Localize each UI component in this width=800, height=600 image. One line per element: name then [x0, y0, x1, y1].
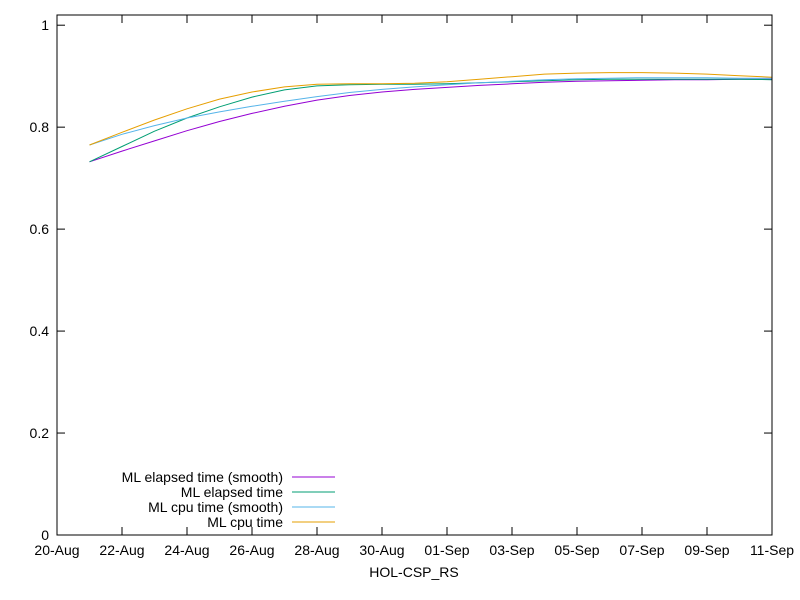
y-tick-label: 0.4	[30, 323, 50, 339]
legend-label-4: ML cpu time	[207, 514, 283, 530]
y-tick-label: 0	[41, 527, 49, 543]
y-tick-label: 1	[41, 17, 49, 33]
x-tick-label: 07-Sep	[619, 542, 664, 558]
x-tick-label: 30-Aug	[359, 542, 404, 558]
x-tick-label: 01-Sep	[424, 542, 469, 558]
series-line-4	[89, 72, 773, 146]
x-tick-label: 03-Sep	[489, 542, 534, 558]
x-axis-title: HOL-CSP_RS	[369, 564, 458, 580]
x-tick-label: 20-Aug	[34, 542, 79, 558]
legend: ML elapsed time (smooth)ML elapsed timeM…	[122, 469, 335, 530]
x-tick-label: 11-Sep	[750, 542, 794, 558]
axis-ticks: 0 0.2 0.4 0.6 0.8 1 20-Aug 22-Aug 24-Aug 26-Aug 28…	[30, 15, 794, 558]
x-tick-label: 28-Aug	[294, 542, 339, 558]
x-tick-label: 22-Aug	[99, 542, 144, 558]
series-line-2	[89, 78, 773, 163]
series-line-1	[89, 78, 772, 163]
x-tick-label: 26-Aug	[229, 542, 274, 558]
y-tick-label: 0.8	[30, 119, 50, 135]
legend-label-2: ML elapsed time	[181, 484, 283, 500]
plot-frame	[56, 14, 773, 536]
y-tick-label: 0.6	[30, 221, 50, 237]
x-tick-label: 09-Sep	[684, 542, 729, 558]
series-line-3	[89, 77, 772, 146]
legend-label-3: ML cpu time (smooth)	[148, 499, 283, 515]
x-tick-label: 05-Sep	[554, 542, 599, 558]
series-lines	[89, 72, 773, 163]
x-tick-label: 24-Aug	[164, 542, 209, 558]
y-tick-label: 0.2	[30, 425, 50, 441]
legend-label-1: ML elapsed time (smooth)	[122, 469, 283, 485]
